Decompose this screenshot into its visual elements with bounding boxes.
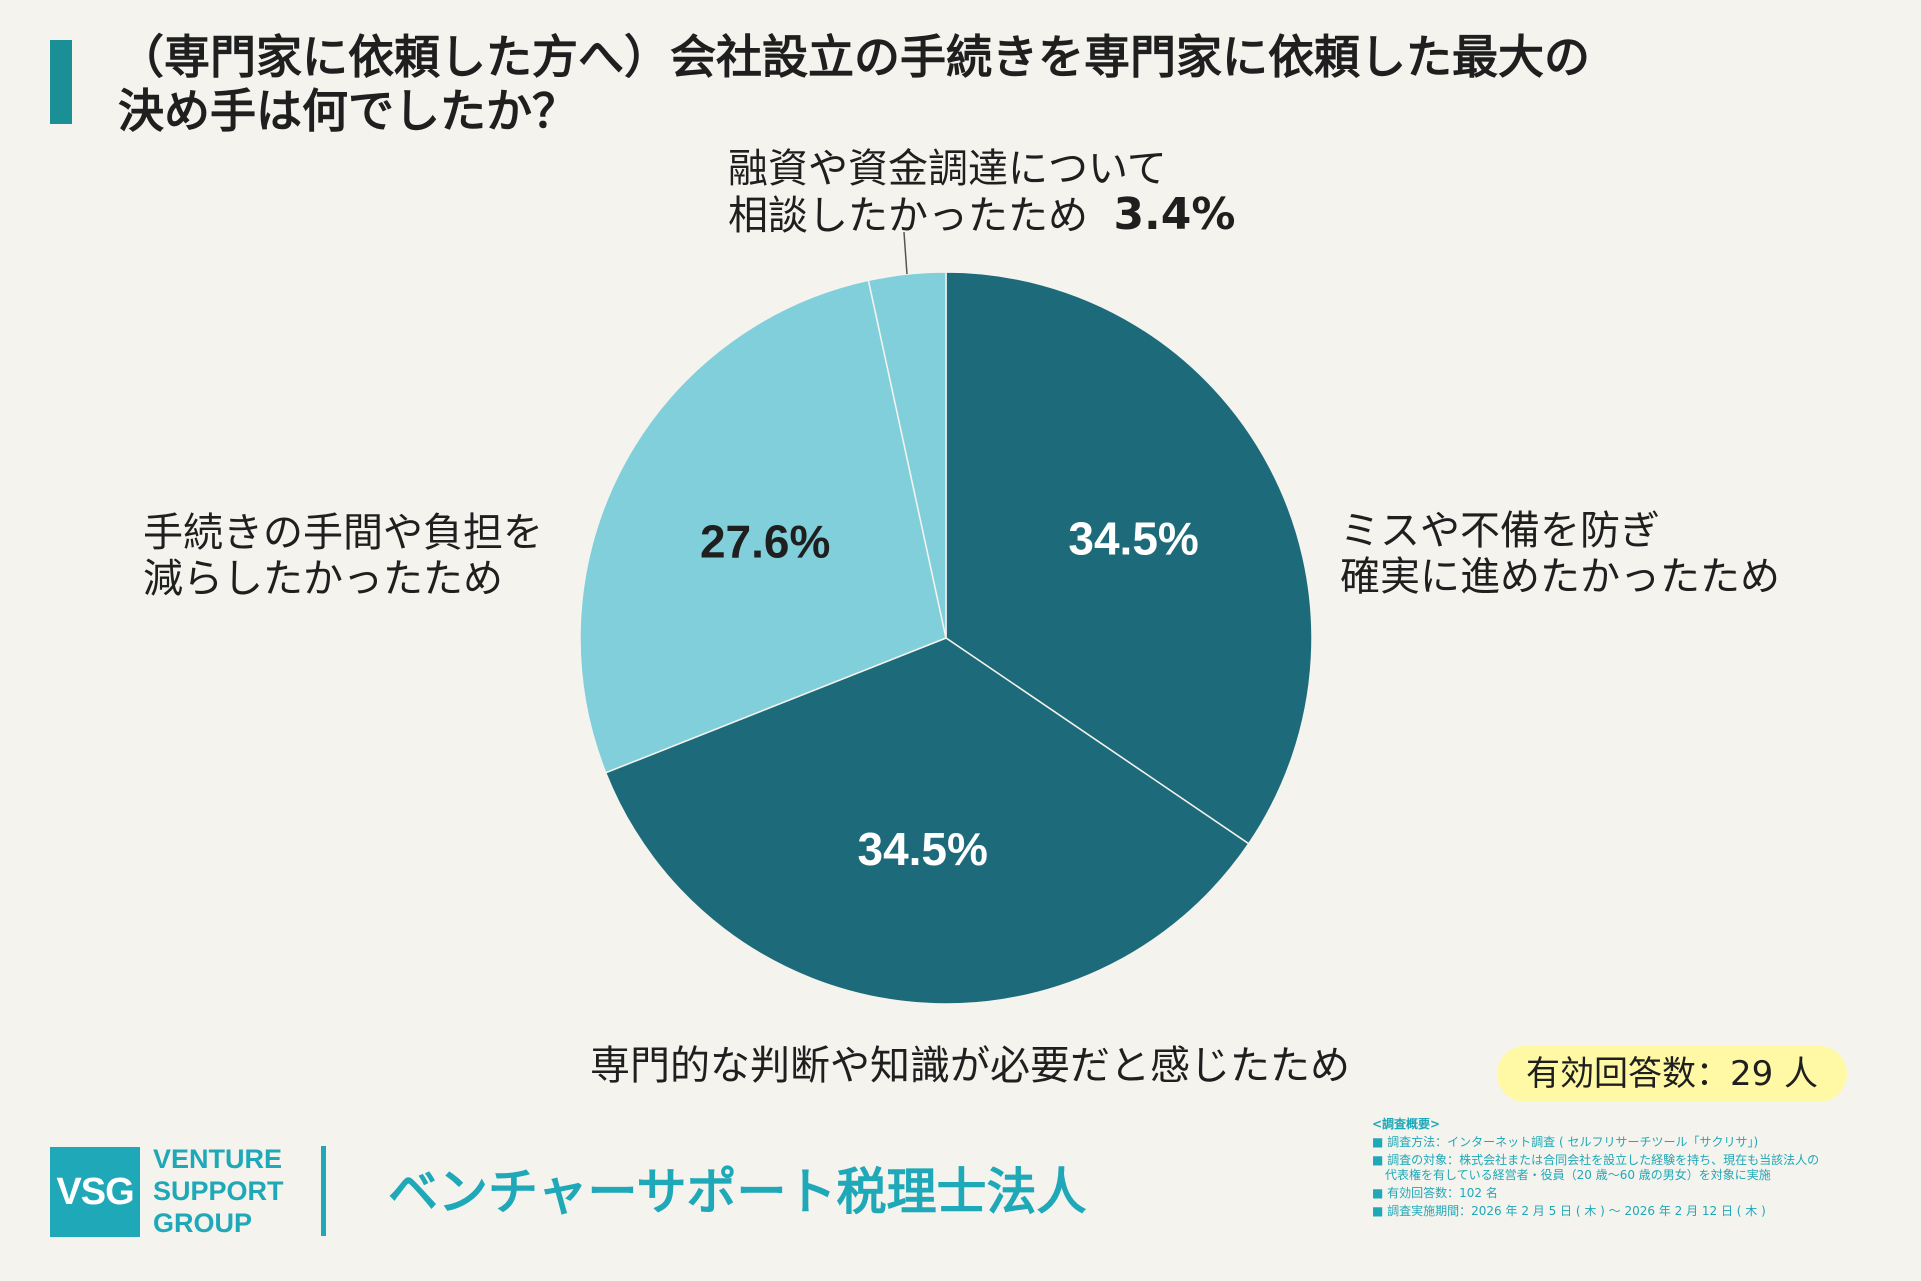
survey-notes: <調査概要> 調査方法：インターネット調査 ( セルフリサーチツール「サクリサ」… <box>1372 1117 1892 1219</box>
logo-word-1: VENTURE <box>153 1144 283 1174</box>
label-expertise-line-1: 専門的な判断や知識が必要だと感じたため <box>590 1043 1350 1089</box>
company-name: ベンチャーサポート税理士法人 <box>388 1163 1087 1221</box>
survey-note-count: 有効回答数：102 名 <box>1372 1186 1892 1201</box>
vsg-logo-mark: VSG <box>50 1147 140 1237</box>
label-financing-line-1: 融資や資金調達について <box>728 146 1167 192</box>
survey-note-period: 調査実施期間：2026 年 2 月 5 日 ( 木 ) ～ 2026 年 2 月… <box>1372 1204 1892 1219</box>
label-financing-line-2: 相談したかったため 3.4% <box>728 189 1236 240</box>
logo-word-2: SUPPORT <box>153 1176 284 1206</box>
label-avoid-mistakes-line-1: ミスや不備を防ぎ <box>1340 508 1660 554</box>
label-expertise: 専門的な判断や知識が必要だと感じたため <box>590 1043 1350 1089</box>
value-label-reduce-burden: 27.6% <box>700 516 830 568</box>
label-avoid-mistakes-line-2: 確実に進めたかったため <box>1340 554 1780 600</box>
pie-slice-avoid-mistakes <box>945 271 1313 845</box>
pie-slice-reduce-burden <box>579 279 947 774</box>
label-reduce-burden: 手続きの手間や負担を 減らしたかったため <box>143 510 543 602</box>
pie-slice-expertise <box>604 637 1250 1005</box>
logo-word-3: GROUP <box>153 1208 253 1238</box>
page-title-line-2: 決め手は何でしたか？ <box>118 84 578 138</box>
title-accent-bar <box>50 40 72 124</box>
label-avoid-mistakes: ミスや不備を防ぎ 確実に進めたかったため <box>1340 508 1780 600</box>
responses-badge: 有効回答数：29 人 <box>1497 1046 1847 1102</box>
leader-line-financing <box>903 232 908 275</box>
value-label-financing: 3.4% <box>1113 189 1236 240</box>
label-reduce-burden-line-1: 手続きの手間や負担を <box>143 510 543 556</box>
survey-notes-heading: <調査概要> <box>1372 1117 1441 1131</box>
page-title-line-1: （専門家に依頼した方へ）会社設立の手続きを専門家に依頼した最大の <box>118 30 1590 84</box>
label-reduce-burden-line-2: 減らしたかったため <box>143 556 503 602</box>
logo-divider <box>321 1146 326 1236</box>
page-title: （専門家に依頼した方へ）会社設立の手続きを専門家に依頼した最大の 決め手は何でし… <box>118 30 1818 138</box>
label-financing-line-2-text: 相談したかったため <box>728 193 1088 239</box>
vsg-logo-words: VENTURE SUPPORT GROUP <box>153 1143 284 1239</box>
value-label-avoid-mistakes: 34.5% <box>1068 513 1198 565</box>
survey-note-method: 調査方法：インターネット調査 ( セルフリサーチツール「サクリサ」) <box>1372 1135 1892 1150</box>
survey-note-target: 調査の対象：株式会社または合同会社を設立した経験を持ち、現在も当該法人の <box>1372 1153 1892 1168</box>
value-label-expertise: 34.5% <box>857 823 987 875</box>
survey-note-target-cont: 代表権を有している経営者・役員（20 歳～60 歳の男女）を対象に実施 <box>1385 1168 1771 1182</box>
label-financing: 融資や資金調達について 相談したかったため 3.4% <box>728 146 1235 239</box>
pie-slice-financing <box>867 271 947 639</box>
